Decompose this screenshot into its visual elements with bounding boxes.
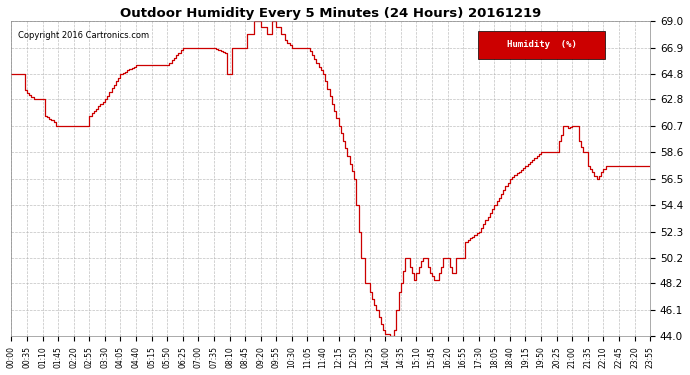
Text: Copyright 2016 Cartronics.com: Copyright 2016 Cartronics.com [18, 31, 149, 40]
Title: Outdoor Humidity Every 5 Minutes (24 Hours) 20161219: Outdoor Humidity Every 5 Minutes (24 Hou… [120, 7, 542, 20]
FancyBboxPatch shape [477, 31, 605, 59]
Text: Humidity  (%): Humidity (%) [506, 40, 576, 49]
